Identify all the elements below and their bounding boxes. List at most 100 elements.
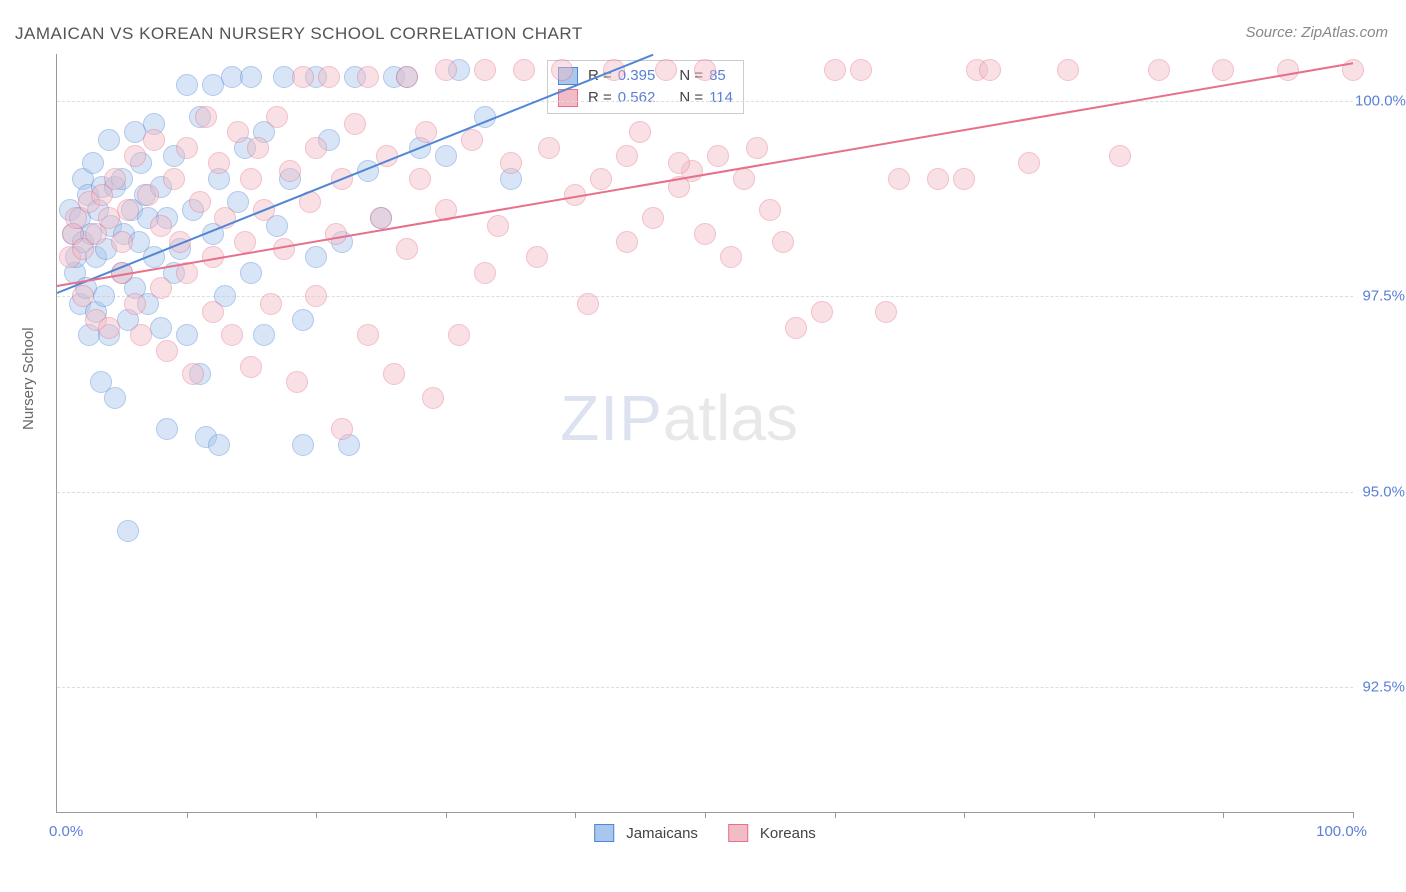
data-point bbox=[195, 106, 217, 128]
data-point bbox=[409, 168, 431, 190]
legend-swatch bbox=[594, 824, 614, 842]
data-point bbox=[156, 340, 178, 362]
x-tick bbox=[446, 812, 447, 818]
watermark-left: ZIP bbox=[560, 382, 663, 454]
data-point bbox=[286, 371, 308, 393]
data-point bbox=[435, 145, 457, 167]
data-point bbox=[577, 293, 599, 315]
legend-label: Koreans bbox=[760, 825, 816, 842]
x-tick bbox=[705, 812, 706, 818]
chart-title: JAMAICAN VS KOREAN NURSERY SCHOOL CORREL… bbox=[15, 24, 583, 44]
data-point bbox=[325, 223, 347, 245]
data-point bbox=[292, 66, 314, 88]
data-point bbox=[474, 262, 496, 284]
x-tick bbox=[835, 812, 836, 818]
gridline bbox=[57, 101, 1353, 102]
watermark: ZIPatlas bbox=[560, 381, 798, 455]
legend-item: Jamaicans bbox=[594, 824, 698, 842]
data-point bbox=[435, 59, 457, 81]
data-point bbox=[130, 324, 152, 346]
data-point bbox=[785, 317, 807, 339]
trend-line bbox=[57, 54, 654, 294]
data-point bbox=[247, 137, 269, 159]
data-point bbox=[590, 168, 612, 190]
data-point bbox=[182, 363, 204, 385]
data-point bbox=[487, 215, 509, 237]
data-point bbox=[150, 215, 172, 237]
data-point bbox=[953, 168, 975, 190]
data-point bbox=[357, 324, 379, 346]
y-tick-label: 97.5% bbox=[1355, 288, 1405, 305]
data-point bbox=[1018, 152, 1040, 174]
x-tick bbox=[1353, 812, 1354, 818]
data-point bbox=[850, 59, 872, 81]
data-point bbox=[707, 145, 729, 167]
data-point bbox=[1148, 59, 1170, 81]
data-point bbox=[461, 129, 483, 151]
data-point bbox=[331, 418, 353, 440]
data-point bbox=[221, 324, 243, 346]
data-point bbox=[305, 285, 327, 307]
x-tick bbox=[187, 812, 188, 818]
data-point bbox=[202, 301, 224, 323]
data-point bbox=[616, 145, 638, 167]
data-point bbox=[383, 363, 405, 385]
data-point bbox=[811, 301, 833, 323]
data-point bbox=[143, 129, 165, 151]
data-point bbox=[305, 246, 327, 268]
r-prefix: R = bbox=[588, 87, 612, 109]
data-point bbox=[1057, 59, 1079, 81]
data-point bbox=[156, 418, 178, 440]
y-tick-label: 100.0% bbox=[1355, 92, 1405, 109]
data-point bbox=[98, 317, 120, 339]
data-point bbox=[234, 231, 256, 253]
data-point bbox=[979, 59, 1001, 81]
legend-label: Jamaicans bbox=[626, 825, 698, 842]
data-point bbox=[422, 387, 444, 409]
x-axis-max-label: 100.0% bbox=[1316, 823, 1367, 840]
data-point bbox=[318, 66, 340, 88]
data-point bbox=[111, 231, 133, 253]
data-point bbox=[694, 59, 716, 81]
data-point bbox=[1212, 59, 1234, 81]
data-point bbox=[279, 160, 301, 182]
data-point bbox=[1342, 59, 1364, 81]
data-point bbox=[117, 199, 139, 221]
data-point bbox=[746, 137, 768, 159]
x-tick bbox=[964, 812, 965, 818]
data-point bbox=[208, 434, 230, 456]
data-point bbox=[733, 168, 755, 190]
source-label: Source: ZipAtlas.com bbox=[1245, 24, 1388, 41]
data-point bbox=[824, 59, 846, 81]
gridline bbox=[57, 492, 1353, 493]
x-axis-min-label: 0.0% bbox=[49, 823, 83, 840]
data-point bbox=[357, 66, 379, 88]
data-point bbox=[720, 246, 742, 268]
data-point bbox=[72, 285, 94, 307]
data-point bbox=[124, 293, 146, 315]
n-prefix: N = bbox=[679, 87, 703, 109]
data-point bbox=[305, 137, 327, 159]
plot-area: ZIPatlas R = 0.395N = 85R = 0.562N = 114… bbox=[56, 54, 1353, 813]
x-tick bbox=[575, 812, 576, 818]
data-point bbox=[266, 106, 288, 128]
data-point bbox=[396, 66, 418, 88]
data-point bbox=[124, 145, 146, 167]
data-point bbox=[344, 113, 366, 135]
legend-swatch bbox=[728, 824, 748, 842]
r-value: 0.562 bbox=[618, 87, 656, 109]
gridline bbox=[57, 687, 1353, 688]
legend-item: Koreans bbox=[728, 824, 816, 842]
data-point bbox=[176, 324, 198, 346]
data-point bbox=[260, 293, 282, 315]
x-tick bbox=[316, 812, 317, 818]
data-point bbox=[875, 301, 897, 323]
data-point bbox=[1277, 59, 1299, 81]
data-point bbox=[292, 434, 314, 456]
data-point bbox=[176, 74, 198, 96]
data-point bbox=[150, 317, 172, 339]
data-point bbox=[93, 285, 115, 307]
data-point bbox=[117, 520, 139, 542]
data-point bbox=[189, 191, 211, 213]
x-tick bbox=[1094, 812, 1095, 818]
